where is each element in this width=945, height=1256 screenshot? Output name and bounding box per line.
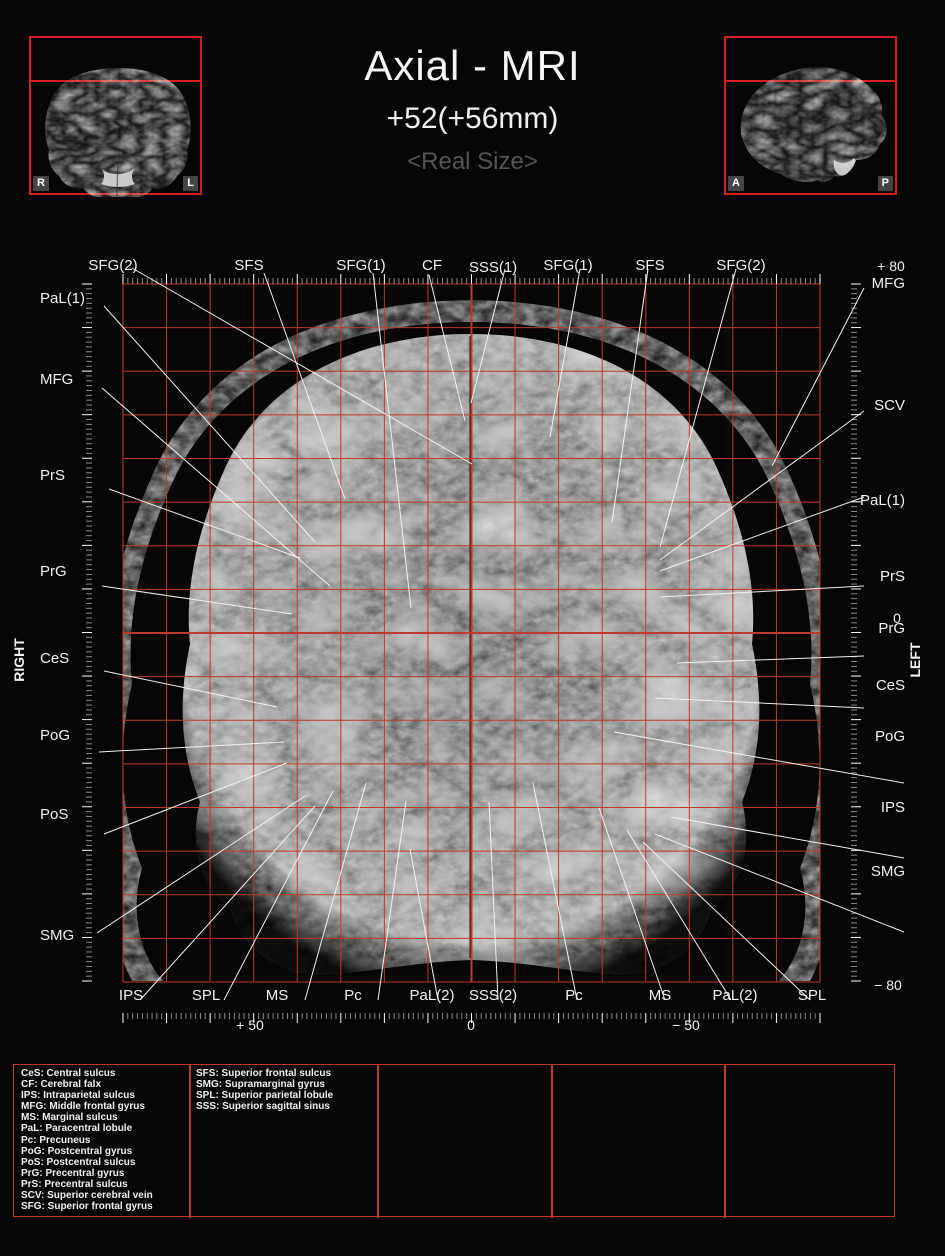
svg-text:SCV: SCV bbox=[874, 397, 905, 414]
svg-text:SFS: SFS bbox=[234, 257, 263, 274]
svg-text:SSS(2): SSS(2) bbox=[469, 987, 517, 1004]
svg-text:MS: MS bbox=[266, 987, 289, 1004]
svg-text:PaL(1): PaL(1) bbox=[860, 492, 905, 509]
svg-text:IPS: IPS bbox=[881, 799, 905, 816]
svg-text:PrG: PrG bbox=[40, 563, 67, 580]
svg-text:PaL(2): PaL(2) bbox=[409, 987, 454, 1004]
svg-text:SPL: SPL bbox=[192, 987, 220, 1004]
svg-text:MFG: MFG bbox=[872, 275, 905, 292]
svg-text:SPL: SPL bbox=[798, 987, 826, 1004]
svg-text:− 50: − 50 bbox=[672, 1017, 700, 1033]
svg-text:PaL(1): PaL(1) bbox=[40, 290, 85, 307]
svg-text:PrS: PrS bbox=[880, 568, 905, 585]
svg-text:IPS: IPS bbox=[119, 987, 143, 1004]
svg-text:PrS: PrS bbox=[40, 467, 65, 484]
svg-text:SFG(2): SFG(2) bbox=[716, 257, 765, 274]
svg-text:PoG: PoG bbox=[40, 727, 70, 744]
svg-text:0: 0 bbox=[467, 1017, 475, 1033]
svg-text:Pc: Pc bbox=[565, 987, 583, 1004]
svg-text:+ 50: + 50 bbox=[236, 1017, 264, 1033]
svg-text:LEFT: LEFT bbox=[907, 642, 923, 677]
svg-text:MS: MS bbox=[649, 987, 672, 1004]
svg-text:SFG(2): SFG(2) bbox=[88, 257, 137, 274]
svg-text:SMG: SMG bbox=[871, 863, 905, 880]
svg-text:SFG(1): SFG(1) bbox=[543, 257, 592, 274]
svg-text:Pc: Pc bbox=[344, 987, 362, 1004]
svg-text:− 80: − 80 bbox=[874, 977, 902, 993]
svg-text:0: 0 bbox=[893, 610, 901, 626]
svg-text:SFS: SFS bbox=[635, 257, 664, 274]
svg-text:PrG: PrG bbox=[878, 620, 905, 637]
svg-text:SSS(1): SSS(1) bbox=[469, 259, 517, 276]
svg-text:MFG: MFG bbox=[40, 371, 73, 388]
svg-text:SFG(1): SFG(1) bbox=[336, 257, 385, 274]
svg-text:CeS: CeS bbox=[876, 677, 905, 694]
svg-text:CeS: CeS bbox=[40, 650, 69, 667]
svg-text:PaL(2): PaL(2) bbox=[712, 987, 757, 1004]
svg-text:PoS: PoS bbox=[40, 806, 68, 823]
svg-text:SMG: SMG bbox=[40, 927, 74, 944]
svg-text:CF: CF bbox=[422, 257, 442, 274]
svg-text:+ 80: + 80 bbox=[877, 258, 905, 274]
svg-text:PoG: PoG bbox=[875, 728, 905, 745]
svg-text:RIGHT: RIGHT bbox=[11, 638, 27, 682]
